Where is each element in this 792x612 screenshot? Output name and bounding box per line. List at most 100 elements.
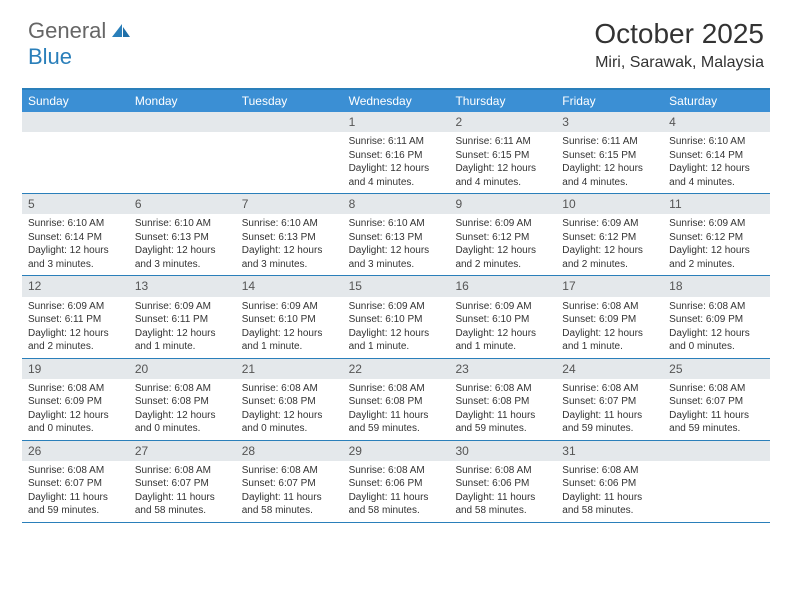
sunset-text: Sunset: 6:07 PM [242,477,337,491]
day-number: . [22,112,129,132]
sunrise-text: Sunrise: 6:09 AM [455,217,550,231]
weekday-header: Monday [129,90,236,112]
daylight-text: Daylight: 11 hours and 58 minutes. [135,491,230,518]
logo-text-general: General [28,18,106,44]
daylight-text: Daylight: 12 hours and 0 minutes. [135,409,230,436]
day-details: Sunrise: 6:09 AMSunset: 6:10 PMDaylight:… [236,297,343,358]
sunrise-text: Sunrise: 6:11 AM [455,135,550,149]
daylight-text: Daylight: 11 hours and 58 minutes. [562,491,657,518]
daylight-text: Daylight: 12 hours and 4 minutes. [669,162,764,189]
daylight-text: Daylight: 12 hours and 3 minutes. [349,244,444,271]
daylight-text: Daylight: 11 hours and 59 minutes. [562,409,657,436]
sunset-text: Sunset: 6:06 PM [562,477,657,491]
daylight-text: Daylight: 11 hours and 58 minutes. [455,491,550,518]
day-number: 25 [663,359,770,379]
day-cell: 25Sunrise: 6:08 AMSunset: 6:07 PMDayligh… [663,359,770,440]
day-cell: 26Sunrise: 6:08 AMSunset: 6:07 PMDayligh… [22,441,129,522]
sunset-text: Sunset: 6:07 PM [669,395,764,409]
day-number: 26 [22,441,129,461]
day-number: 13 [129,276,236,296]
day-details: Sunrise: 6:10 AMSunset: 6:14 PMDaylight:… [663,132,770,193]
day-number: 28 [236,441,343,461]
day-cell: 21Sunrise: 6:08 AMSunset: 6:08 PMDayligh… [236,359,343,440]
day-details: Sunrise: 6:09 AMSunset: 6:10 PMDaylight:… [343,297,450,358]
day-number: 16 [449,276,556,296]
header: General October 2025 Miri, Sarawak, Mala… [0,0,792,80]
day-cell: 23Sunrise: 6:08 AMSunset: 6:08 PMDayligh… [449,359,556,440]
day-details: Sunrise: 6:08 AMSunset: 6:07 PMDaylight:… [236,461,343,522]
sunrise-text: Sunrise: 6:10 AM [669,135,764,149]
day-cell: 2Sunrise: 6:11 AMSunset: 6:15 PMDaylight… [449,112,556,193]
daylight-text: Daylight: 11 hours and 59 minutes. [28,491,123,518]
sunset-text: Sunset: 6:14 PM [28,231,123,245]
daylight-text: Daylight: 12 hours and 1 minute. [242,327,337,354]
day-number: 11 [663,194,770,214]
sunset-text: Sunset: 6:11 PM [135,313,230,327]
sunset-text: Sunset: 6:14 PM [669,149,764,163]
sunset-text: Sunset: 6:13 PM [242,231,337,245]
day-cell: 10Sunrise: 6:09 AMSunset: 6:12 PMDayligh… [556,194,663,275]
day-cell: 13Sunrise: 6:09 AMSunset: 6:11 PMDayligh… [129,276,236,357]
sunset-text: Sunset: 6:06 PM [349,477,444,491]
day-number: 30 [449,441,556,461]
weekday-header: Thursday [449,90,556,112]
sunrise-text: Sunrise: 6:08 AM [455,382,550,396]
day-number: 1 [343,112,450,132]
sunrise-text: Sunrise: 6:10 AM [28,217,123,231]
weekday-header: Wednesday [343,90,450,112]
day-number: . [236,112,343,132]
day-details: Sunrise: 6:08 AMSunset: 6:09 PMDaylight:… [22,379,129,440]
logo-sail-icon [110,22,132,40]
sunrise-text: Sunrise: 6:09 AM [669,217,764,231]
sunrise-text: Sunrise: 6:08 AM [562,300,657,314]
sunset-text: Sunset: 6:10 PM [455,313,550,327]
day-number: 23 [449,359,556,379]
day-details: Sunrise: 6:09 AMSunset: 6:11 PMDaylight:… [129,297,236,358]
month-title: October 2025 [594,18,764,50]
day-cell: 12Sunrise: 6:09 AMSunset: 6:11 PMDayligh… [22,276,129,357]
sunrise-text: Sunrise: 6:11 AM [562,135,657,149]
weekday-header: Tuesday [236,90,343,112]
day-number: 5 [22,194,129,214]
week-row: ...1Sunrise: 6:11 AMSunset: 6:16 PMDayli… [22,112,770,194]
sunrise-text: Sunrise: 6:09 AM [455,300,550,314]
daylight-text: Daylight: 12 hours and 3 minutes. [242,244,337,271]
weekday-header: Friday [556,90,663,112]
day-number: 21 [236,359,343,379]
day-cell: 9Sunrise: 6:09 AMSunset: 6:12 PMDaylight… [449,194,556,275]
daylight-text: Daylight: 11 hours and 58 minutes. [242,491,337,518]
daylight-text: Daylight: 12 hours and 0 minutes. [28,409,123,436]
day-number: 12 [22,276,129,296]
sunrise-text: Sunrise: 6:09 AM [242,300,337,314]
day-details: Sunrise: 6:08 AMSunset: 6:07 PMDaylight:… [663,379,770,440]
logo-text-blue: Blue [28,44,72,70]
sunrise-text: Sunrise: 6:09 AM [349,300,444,314]
sunrise-text: Sunrise: 6:08 AM [349,464,444,478]
sunset-text: Sunset: 6:12 PM [455,231,550,245]
sunset-text: Sunset: 6:09 PM [669,313,764,327]
day-cell: . [236,112,343,193]
day-cell: 11Sunrise: 6:09 AMSunset: 6:12 PMDayligh… [663,194,770,275]
day-details: Sunrise: 6:11 AMSunset: 6:15 PMDaylight:… [556,132,663,193]
day-cell: 1Sunrise: 6:11 AMSunset: 6:16 PMDaylight… [343,112,450,193]
daylight-text: Daylight: 12 hours and 1 minute. [562,327,657,354]
sunset-text: Sunset: 6:11 PM [28,313,123,327]
day-details: Sunrise: 6:09 AMSunset: 6:12 PMDaylight:… [663,214,770,275]
sunrise-text: Sunrise: 6:08 AM [242,464,337,478]
sunrise-text: Sunrise: 6:08 AM [562,464,657,478]
week-row: 5 Sunrise: 6:10 AMSunset: 6:14 PM Daylight… [22,194,770,276]
day-cell: 29Sunrise: 6:08 AMSunset: 6:06 PMDayligh… [343,441,450,522]
day-number: 19 [22,359,129,379]
sunset-text: Sunset: 6:15 PM [455,149,550,163]
daylight-text: Daylight: 11 hours and 58 minutes. [349,491,444,518]
week-row: 19Sunrise: 6:08 AMSunset: 6:09 PMDayligh… [22,359,770,441]
day-details: Sunrise: 6:08 AMSunset: 6:06 PMDaylight:… [556,461,663,522]
location-label: Miri, Sarawak, Malaysia [594,54,764,72]
day-cell: 18Sunrise: 6:08 AMSunset: 6:09 PMDayligh… [663,276,770,357]
logo: General [28,18,132,44]
sunrise-text: Sunrise: 6:08 AM [455,464,550,478]
weekday-header: Sunday [22,90,129,112]
daylight-text: Daylight: 12 hours and 1 minute. [135,327,230,354]
weekday-header-row: SundayMondayTuesdayWednesdayThursdayFrid… [22,90,770,112]
sunrise-text: Sunrise: 6:08 AM [135,382,230,396]
